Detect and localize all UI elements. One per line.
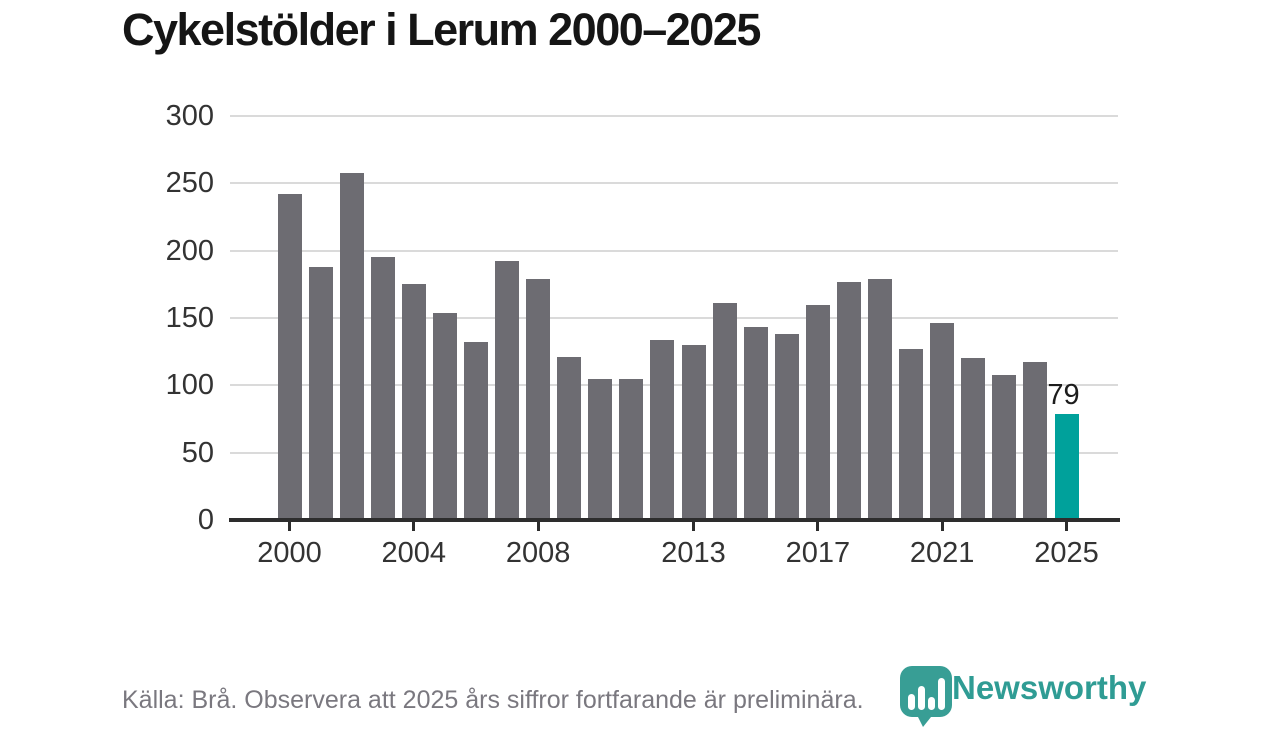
x-axis-tick-label: 2025 [1034, 537, 1099, 569]
x-axis-tick-2004 [412, 521, 416, 531]
bar-2023 [992, 374, 1017, 520]
bar-2012 [650, 339, 675, 520]
bar-2013 [681, 344, 706, 520]
bar-2020 [899, 348, 924, 520]
highlight-value-label: 79 [1047, 378, 1080, 411]
bar-2018 [836, 281, 861, 520]
bar-2019 [868, 278, 893, 520]
y-axis-tick-label: 250 [165, 167, 214, 200]
x-axis-tick-label: 2013 [661, 537, 726, 569]
x-axis-tick-2025 [1065, 521, 1068, 531]
newsworthy-logo-icon [900, 666, 952, 727]
bar-2002 [339, 172, 364, 520]
x-axis-tick-2021 [940, 521, 944, 531]
x-axis-line [229, 518, 1120, 522]
bar-2004 [401, 284, 426, 520]
bar-2005 [432, 312, 457, 520]
bar-2000 [277, 194, 302, 520]
y-axis-tick-label: 300 [165, 100, 214, 132]
bar-2008 [526, 278, 551, 520]
bar-2007 [495, 261, 520, 520]
bar-2025 [1054, 413, 1079, 520]
bar-2001 [308, 266, 333, 520]
bar-2017 [805, 304, 830, 520]
bar-2011 [619, 378, 644, 520]
y-axis-tick-label: 100 [165, 369, 214, 402]
bar-2009 [557, 357, 582, 520]
bar-2014 [712, 303, 737, 520]
gridline-250 [230, 182, 1118, 185]
x-axis-tick-label: 2000 [257, 537, 322, 569]
bar-2015 [743, 327, 768, 520]
x-axis-tick-label: 2017 [785, 537, 851, 569]
bar-2006 [463, 342, 488, 520]
y-axis-tick-label: 50 [181, 436, 214, 469]
x-axis-tick-label: 2004 [381, 537, 447, 569]
x-axis-tick-2013 [692, 521, 696, 531]
x-axis-tick-label: 2021 [909, 537, 975, 569]
y-axis-tick-label: 200 [165, 234, 214, 267]
x-axis-tick-2008 [536, 521, 540, 531]
x-axis-tick-label: 2008 [505, 537, 571, 569]
x-axis-tick-2017 [816, 521, 820, 531]
bar-2024 [1023, 362, 1048, 520]
newsworthy-logo-text: Newsworthy [952, 669, 1147, 706]
bar-2003 [370, 257, 395, 520]
x-axis-tick-2000 [288, 521, 291, 531]
bar-2021 [930, 323, 955, 520]
gridline-300 [230, 115, 1118, 117]
page-title: Cykelstölder i Lerum 2000–2025 [122, 4, 761, 55]
y-axis-tick-label: 0 [197, 504, 214, 536]
y-axis-tick-label: 150 [165, 302, 214, 334]
gridline-200 [230, 249, 1118, 252]
bar-2016 [774, 334, 799, 520]
bar-2022 [961, 358, 986, 520]
bar-2010 [588, 378, 613, 520]
footer-source-text: Källa: Brå. Observera att 2025 års siffr… [122, 686, 864, 714]
newsworthy-logo [898, 665, 954, 732]
gridline-150 [230, 317, 1118, 319]
